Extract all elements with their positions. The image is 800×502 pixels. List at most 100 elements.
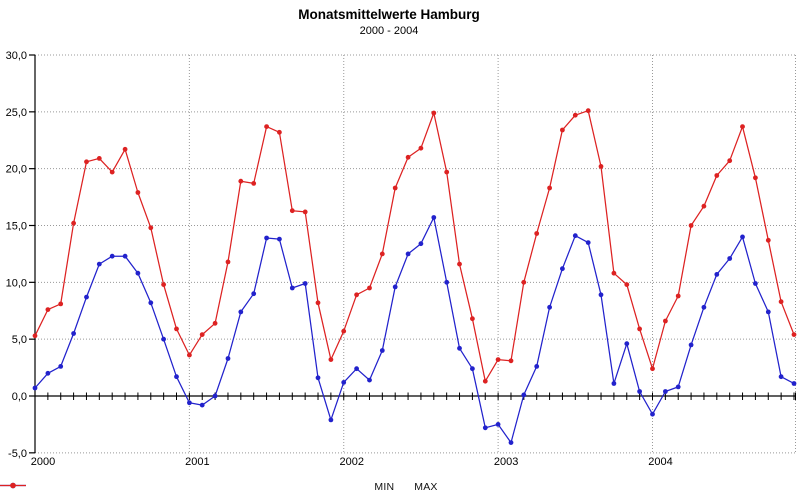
max-data-point <box>470 316 475 322</box>
min-data-point <box>418 241 424 247</box>
min-data-point <box>161 336 167 342</box>
min-data-point <box>212 393 218 399</box>
max-data-point <box>444 169 450 175</box>
chart-title: Monatsmittelwerte Hamburg <box>298 7 480 22</box>
max-data-point <box>675 293 681 299</box>
min-data-point <box>251 291 257 297</box>
max-data-point <box>32 333 38 339</box>
max-data-point <box>379 251 385 257</box>
y-tick-label: 5,0 <box>12 334 27 346</box>
max-data-point <box>765 237 771 243</box>
min-data-point <box>367 377 372 383</box>
max-data-point <box>753 175 758 181</box>
max-data-point <box>611 270 617 276</box>
max-data-point <box>212 320 218 326</box>
max-data-point <box>663 318 668 324</box>
y-tick-label: 10,0 <box>6 277 27 289</box>
max-data-point <box>341 328 347 334</box>
max-data-point <box>264 124 269 129</box>
min-data-point <box>354 366 359 372</box>
y-tick-label: 30,0 <box>6 50 27 62</box>
min-data-point <box>392 284 398 290</box>
max-data-point <box>508 358 514 364</box>
max-data-point <box>495 357 501 362</box>
min-data-point <box>624 341 630 347</box>
y-tick-label: 25,0 <box>6 107 27 119</box>
min-data-point <box>650 411 655 417</box>
min-data-point <box>431 215 437 220</box>
max-data-point <box>418 145 424 151</box>
min-data-point <box>405 251 411 257</box>
min-data-point <box>611 381 617 386</box>
min-data-point <box>302 281 308 286</box>
max-data-point <box>560 127 565 133</box>
min-data-point <box>199 402 205 408</box>
min-data-point <box>740 234 745 240</box>
max-data-point <box>405 154 411 160</box>
max-data-point <box>199 332 205 337</box>
max-data-point <box>650 366 655 372</box>
max-data-point <box>251 181 257 186</box>
min-data-point <box>675 384 681 390</box>
min-data-point <box>328 417 334 423</box>
chart-legend: MIN MAX <box>0 481 800 493</box>
max-data-point <box>547 185 552 191</box>
max-data-point <box>354 292 359 298</box>
max-data-point <box>302 209 308 215</box>
max-series-line <box>34 110 795 382</box>
max-data-point <box>135 190 141 195</box>
min-data-point <box>701 304 707 310</box>
max-data-point <box>727 158 733 164</box>
x-tick-label: 2001 <box>185 456 209 468</box>
max-data-point <box>148 225 154 231</box>
max-data-point <box>791 332 797 337</box>
min-data-point <box>637 389 642 394</box>
min-data-point <box>264 235 269 241</box>
max-data-point <box>96 156 102 161</box>
max-data-point <box>598 164 604 169</box>
min-data-point <box>84 294 89 300</box>
max-data-point <box>315 300 321 306</box>
max-data-point <box>637 326 642 332</box>
y-tick-label: -5,0 <box>8 448 27 460</box>
min-data-point <box>225 356 231 361</box>
min-data-point <box>765 309 771 315</box>
min-data-point <box>663 389 668 394</box>
max-data-point <box>367 285 372 291</box>
x-tick-label: 2003 <box>494 456 518 468</box>
min-data-point <box>791 381 797 386</box>
min-data-point <box>714 272 720 277</box>
max-data-point <box>534 231 540 236</box>
max-data-point <box>161 282 167 287</box>
max-data-point <box>482 378 488 384</box>
y-tick-label: 0,0 <box>12 391 27 403</box>
legend-label-max: MAX <box>414 481 438 493</box>
max-data-point <box>277 129 282 135</box>
max-data-point <box>778 299 784 305</box>
max-data-point <box>714 173 720 178</box>
max-data-point <box>624 282 630 287</box>
min-data-point <box>187 400 192 406</box>
min-data-point <box>727 256 733 261</box>
max-data-point <box>572 112 578 118</box>
max-data-point <box>225 259 231 265</box>
max-data-point <box>688 223 694 228</box>
min-data-point <box>753 281 758 286</box>
max-data-point <box>58 301 64 307</box>
min-data-point <box>45 370 51 376</box>
min-data-point <box>457 345 462 351</box>
y-tick-label: 15,0 <box>6 221 27 233</box>
min-data-point <box>560 266 565 272</box>
min-data-point <box>508 440 514 445</box>
max-data-point <box>238 178 244 184</box>
max-data-point <box>328 357 334 362</box>
min-data-point <box>174 374 179 380</box>
min-data-point <box>238 309 244 315</box>
min-data-point <box>32 385 38 391</box>
max-data-point <box>457 261 462 267</box>
min-data-point <box>534 364 540 369</box>
min-data-point <box>71 331 76 336</box>
min-data-point <box>778 374 784 380</box>
min-data-point <box>58 364 64 369</box>
